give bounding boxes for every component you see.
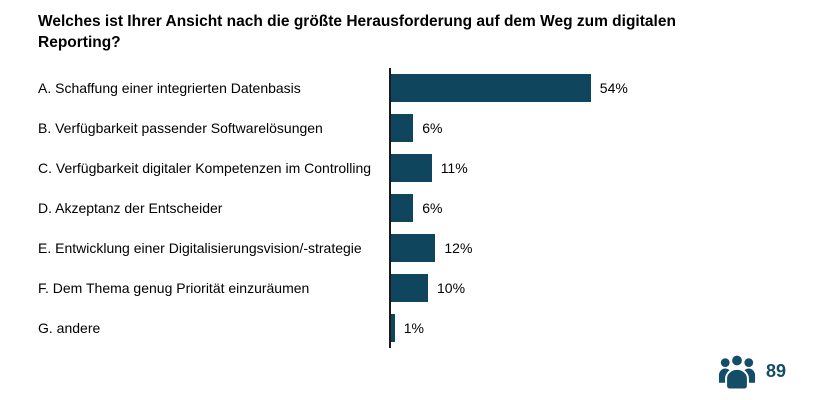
value-label: 1% <box>403 320 424 336</box>
category-label: A. Schaffung einer integrierten Datenbas… <box>38 80 301 96</box>
category-label: E. Entwicklung einer Digitalisierungsvis… <box>38 240 362 256</box>
category-label: C. Verfügbarkeit digitaler Kompetenzen i… <box>38 160 372 176</box>
bar-row: E. Entwicklung einer Digitalisierungsvis… <box>38 228 798 268</box>
value-label: 12% <box>444 240 473 256</box>
category-label: G. andere <box>38 320 101 336</box>
bar <box>391 154 432 182</box>
bar-row: D. Akzeptanz der Entscheider 6% <box>38 188 798 228</box>
value-label: 11% <box>440 160 468 176</box>
value-label: 54% <box>599 80 628 96</box>
category-label: F. Dem Thema genug Priorität einzuräumen <box>38 280 310 296</box>
respondents-footer: 89 <box>716 352 786 390</box>
bar-rows-container: A. Schaffung einer integrierten Datenbas… <box>38 68 798 348</box>
respondents-count: 89 <box>765 360 786 381</box>
bar-row: B. Verfügbarkeit passender Softwarelösun… <box>38 108 798 148</box>
y-axis-line <box>389 68 391 348</box>
bar <box>391 314 395 342</box>
value-label: 10% <box>437 280 466 296</box>
category-label: D. Akzeptanz der Entscheider <box>38 200 223 216</box>
people-group-icon <box>718 353 756 390</box>
bar <box>391 114 414 142</box>
bar-row: F. Dem Thema genug Priorität einzuräumen… <box>38 268 798 308</box>
bar-chart: A. Schaffung einer integrierten Datenbas… <box>38 68 798 348</box>
bar-row: G. andere 1% <box>38 308 798 348</box>
bar <box>391 274 428 302</box>
bar <box>391 234 436 262</box>
value-label: 6% <box>422 120 443 136</box>
category-label: B. Verfügbarkeit passender Softwarelösun… <box>38 120 323 136</box>
bar <box>391 194 414 222</box>
bar <box>391 74 591 102</box>
chart-title: Welches ist Ihrer Ansicht nach die größt… <box>38 13 676 51</box>
bar-row: C. Verfügbarkeit digitaler Kompetenzen i… <box>38 148 798 188</box>
bar-row: A. Schaffung einer integrierten Datenbas… <box>38 68 798 108</box>
value-label: 6% <box>422 200 443 216</box>
